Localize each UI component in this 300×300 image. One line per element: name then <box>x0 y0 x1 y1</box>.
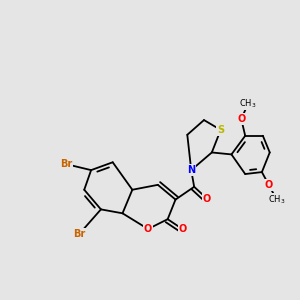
Text: CH$_3$: CH$_3$ <box>268 193 285 206</box>
Text: O: O <box>144 224 152 234</box>
Text: CH$_3$: CH$_3$ <box>239 97 257 110</box>
Text: O: O <box>265 180 273 190</box>
Text: Br: Br <box>73 229 86 239</box>
Text: S: S <box>217 125 224 135</box>
Text: O: O <box>237 114 245 124</box>
Text: O: O <box>178 224 187 234</box>
Text: O: O <box>203 194 211 204</box>
Text: Br: Br <box>60 159 73 169</box>
Text: N: N <box>187 165 195 175</box>
